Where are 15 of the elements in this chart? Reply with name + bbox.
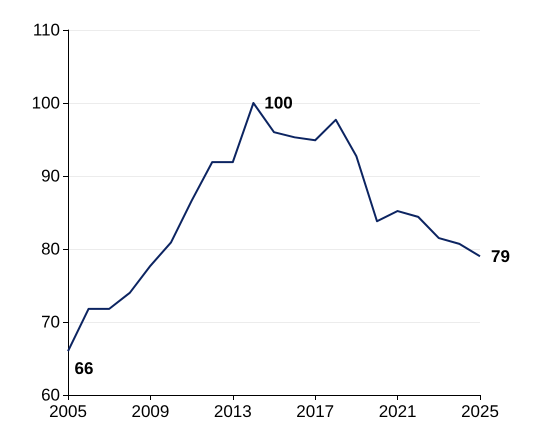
x-tick-label: 2025 (461, 402, 499, 421)
x-tick-label: 2017 (296, 402, 334, 421)
y-tick-label: 100 (32, 94, 60, 112)
x-tick-label: 2021 (378, 402, 417, 421)
y-tick-label: 60 (41, 386, 60, 404)
data-label: 100 (264, 94, 293, 112)
x-tick-label: 2005 (49, 402, 87, 421)
y-tick-label: 80 (41, 240, 60, 258)
y-tick-label: 110 (32, 20, 60, 40)
x-tick-label: 2009 (131, 402, 170, 421)
data-label: 79 (491, 246, 510, 266)
x-tick-label: 2013 (214, 402, 252, 421)
y-tick-label: 90 (41, 166, 60, 186)
y-tick-label: 70 (41, 312, 60, 332)
data-label: 66 (74, 359, 94, 378)
